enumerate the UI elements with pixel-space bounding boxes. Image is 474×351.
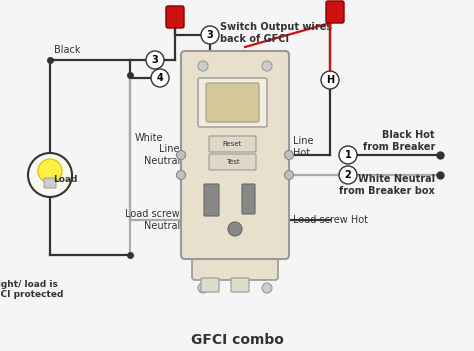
FancyBboxPatch shape <box>209 136 256 152</box>
Text: 3: 3 <box>152 55 158 65</box>
FancyBboxPatch shape <box>326 1 344 23</box>
Text: Load: Load <box>53 176 77 185</box>
Circle shape <box>146 51 164 69</box>
Circle shape <box>262 61 272 71</box>
FancyBboxPatch shape <box>209 154 256 170</box>
FancyBboxPatch shape <box>242 184 255 214</box>
FancyBboxPatch shape <box>166 6 184 28</box>
FancyBboxPatch shape <box>198 78 267 127</box>
Text: Switch Output wires
back of GFCI: Switch Output wires back of GFCI <box>220 22 332 44</box>
FancyBboxPatch shape <box>204 184 219 216</box>
Text: 3: 3 <box>207 30 213 40</box>
FancyBboxPatch shape <box>231 278 249 292</box>
Text: Load screw
Neutral: Load screw Neutral <box>125 209 180 231</box>
Text: White Neutral
from Breaker box: White Neutral from Breaker box <box>339 174 435 196</box>
Text: 4: 4 <box>156 73 164 83</box>
Circle shape <box>228 222 242 236</box>
Text: Black: Black <box>54 45 81 55</box>
Text: GFCI combo: GFCI combo <box>191 333 283 347</box>
Circle shape <box>198 283 208 293</box>
Circle shape <box>176 171 185 179</box>
FancyBboxPatch shape <box>181 51 289 259</box>
Text: H: H <box>326 75 334 85</box>
Polygon shape <box>330 11 340 21</box>
Circle shape <box>28 153 72 197</box>
FancyBboxPatch shape <box>44 178 56 188</box>
Circle shape <box>262 283 272 293</box>
FancyBboxPatch shape <box>192 52 278 80</box>
FancyBboxPatch shape <box>192 252 278 280</box>
Circle shape <box>201 26 219 44</box>
Circle shape <box>38 159 62 183</box>
Circle shape <box>339 166 357 184</box>
Text: 1: 1 <box>345 150 351 160</box>
Text: Black Hot
from Breaker: Black Hot from Breaker <box>363 130 435 152</box>
Text: Light/ load is
GFCI protected: Light/ load is GFCI protected <box>0 280 63 299</box>
Text: White: White <box>135 133 164 143</box>
Circle shape <box>284 151 293 159</box>
Text: Line
Hot: Line Hot <box>293 136 313 158</box>
Text: Test: Test <box>226 159 239 165</box>
Circle shape <box>151 69 169 87</box>
FancyBboxPatch shape <box>201 278 219 292</box>
Text: Line
Neutral: Line Neutral <box>144 144 180 166</box>
Text: Reset: Reset <box>223 141 242 147</box>
Circle shape <box>176 151 185 159</box>
Text: Load screw Hot: Load screw Hot <box>293 215 368 225</box>
Text: 2: 2 <box>345 170 351 180</box>
Circle shape <box>284 171 293 179</box>
Circle shape <box>339 146 357 164</box>
Polygon shape <box>170 16 180 26</box>
Circle shape <box>198 61 208 71</box>
Circle shape <box>321 71 339 89</box>
FancyBboxPatch shape <box>206 83 259 122</box>
